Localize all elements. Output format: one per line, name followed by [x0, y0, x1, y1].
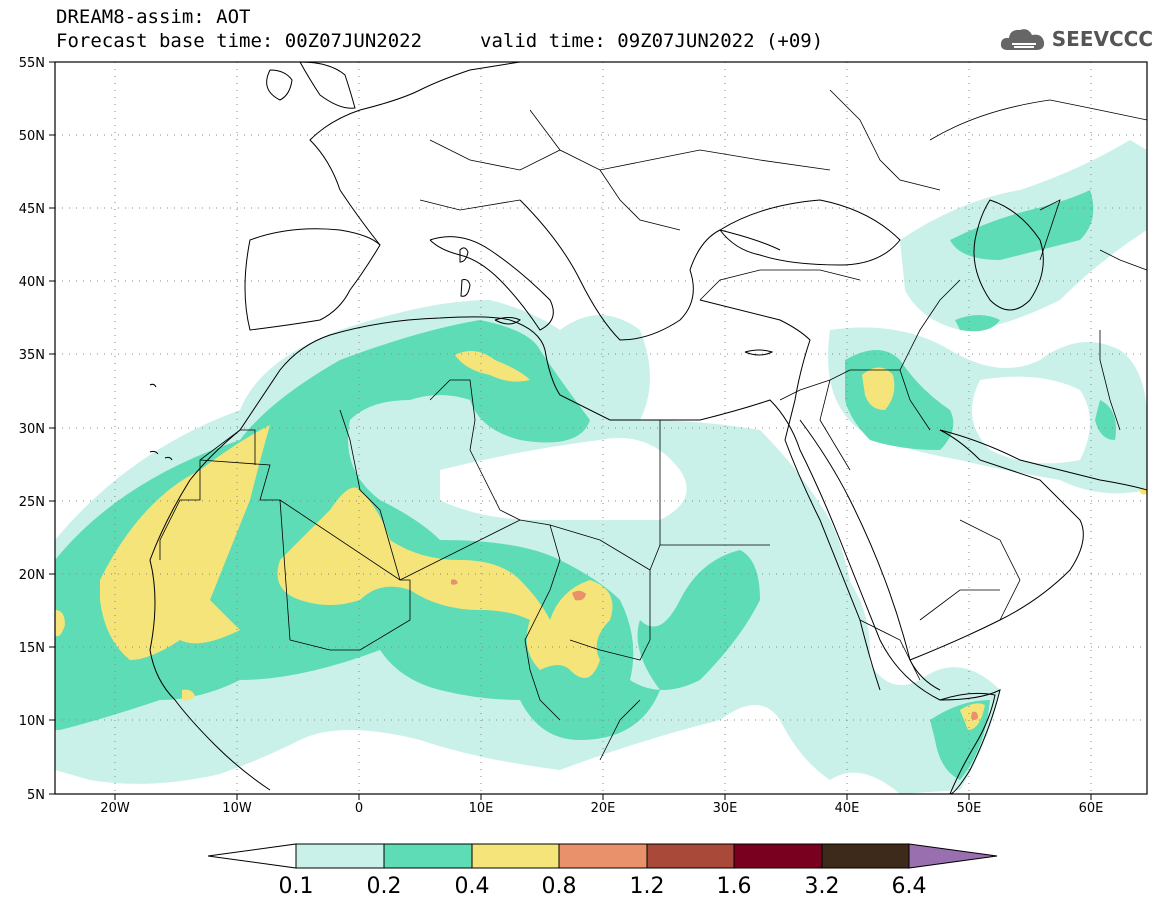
colorbar-label: 0.4: [455, 874, 490, 899]
valid-time: valid time: 09Z07JUN2022 (+09): [480, 30, 824, 52]
colorbar-label: 0.1: [279, 874, 314, 899]
lat-label: 10N: [19, 714, 45, 729]
lat-label: 5N: [27, 788, 45, 803]
colorbar-segment: [733, 843, 823, 869]
forecast-base-time: Forecast base time: 00Z07JUN2022: [56, 30, 423, 52]
lon-label: 30E: [713, 801, 738, 816]
lon-label: 20W: [100, 801, 130, 816]
lat-label: 30N: [19, 422, 45, 437]
aot-level-0.8: [451, 579, 978, 720]
colorbar-label: 6.4: [892, 874, 927, 899]
lat-label: 45N: [19, 202, 45, 217]
cloud-icon: [1000, 29, 1044, 50]
lon-label: 10W: [222, 801, 252, 816]
lon-label: 0: [355, 801, 363, 816]
colorbar-label: 3.2: [805, 874, 840, 899]
lon-label: 20E: [591, 801, 616, 816]
colorbar-segment: [295, 843, 385, 869]
lat-label: 15N: [19, 641, 45, 656]
colorbar: [207, 843, 998, 869]
colorbar-label: 1.6: [717, 874, 752, 899]
axis-ticks: [49, 61, 1092, 800]
clear-areas: [440, 376, 1090, 610]
colorbar-segment: [646, 843, 735, 869]
lon-labels: 20W 10W 0 10E 20E 30E 40E 50E 60E: [100, 801, 1103, 816]
colorbar-label: 0.8: [542, 874, 577, 899]
aot-level-0.4: [55, 351, 1147, 730]
country-borders: [159, 89, 1147, 761]
lat-label: 20N: [19, 568, 45, 583]
colorbar-labels: 0.1 0.2 0.4 0.8 1.2 1.6 3.2 6.4: [279, 874, 927, 899]
lat-label: 50N: [19, 129, 45, 144]
colorbar-segment: [383, 843, 473, 869]
lon-label: 50E: [957, 801, 982, 816]
grid-lines: [55, 62, 1147, 794]
coastlines: [149, 62, 1147, 794]
seevccc-logo: SEEVCCC: [998, 22, 1153, 56]
colorbar-segment: [471, 843, 560, 869]
colorbar-segment: [821, 843, 910, 869]
colorbar-label: 1.2: [630, 874, 665, 899]
lon-label: 60E: [1079, 801, 1104, 816]
colorbar-label: 0.2: [367, 874, 402, 899]
colorbar-low-arrow: [207, 843, 297, 869]
lon-label: 10E: [469, 801, 494, 816]
lat-label: 35N: [19, 348, 45, 363]
colorbar-segment: [558, 843, 648, 869]
lat-label: 40N: [19, 275, 45, 290]
lat-labels: 55N 50N 45N 40N 35N 30N 25N 20N 15N 10N …: [19, 56, 45, 803]
map-title: DREAM8-assim: AOT: [56, 6, 251, 28]
lat-label: 55N: [19, 56, 45, 71]
colorbar-high-arrow: [908, 843, 998, 869]
logo-text: SEEVCCC: [1051, 27, 1153, 51]
map-fields: [55, 62, 1147, 794]
lat-label: 25N: [19, 495, 45, 510]
lon-label: 40E: [835, 801, 860, 816]
